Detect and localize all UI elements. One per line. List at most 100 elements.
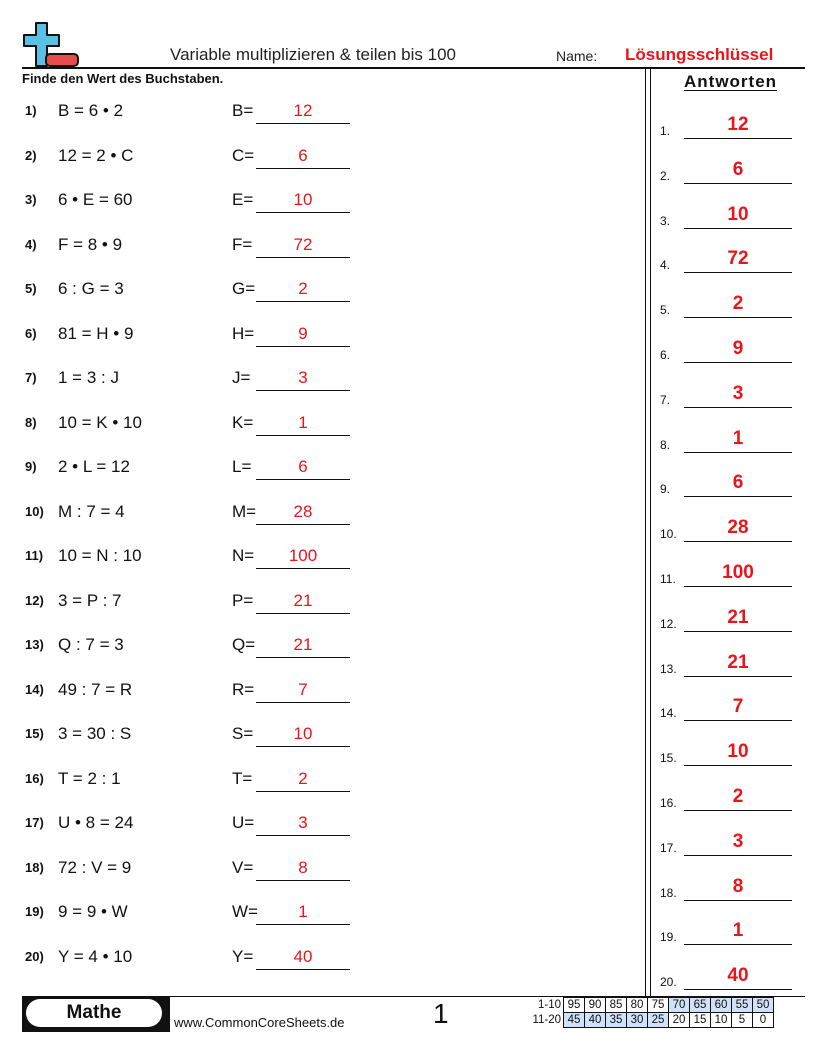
key-answer: 1 <box>732 427 744 449</box>
variable-label: F= <box>232 234 253 254</box>
answer-line <box>256 657 350 658</box>
score-cell: 45 <box>563 1012 585 1028</box>
key-answer: 10 <box>727 203 749 225</box>
answer-value: 2 <box>298 279 308 298</box>
key-answer: 21 <box>727 651 749 673</box>
answers-heading: Antworten <box>684 72 778 91</box>
key-row: 20. 40 <box>652 965 812 1005</box>
problem-equation: 1 = 3 : J <box>58 368 119 387</box>
header-rule <box>22 67 805 69</box>
answer-value: 9 <box>298 323 308 343</box>
answer-value: 2 <box>298 768 308 788</box>
key-row: 6. 9 <box>652 338 812 378</box>
key-line <box>684 810 792 811</box>
key-answer: 2 <box>732 293 744 315</box>
problem-equation: 3 = 30 : S <box>58 724 132 743</box>
key-line <box>684 272 792 274</box>
key-row: 14. 7 <box>652 696 812 736</box>
key-number: 3. <box>660 213 671 228</box>
answer-line <box>256 568 350 569</box>
answer-line <box>256 523 350 525</box>
problem-row: 2) 12 = 2 • C C= 6 <box>0 146 640 186</box>
score-cell: 35 <box>605 1012 627 1028</box>
worksheet-title: Variable multiplizieren & teilen bis 100 <box>170 45 457 64</box>
problem-equation: 9 = 9 • W <box>58 902 128 921</box>
key-row: 5. 2 <box>652 293 812 333</box>
key-answer: 12 <box>727 114 749 135</box>
problem-row: 8) 10 = K • 10 K= 1 <box>0 413 640 453</box>
key-row: 13. 21 <box>652 652 812 692</box>
answer-value: 28 <box>293 501 313 521</box>
problem-row: 1) B = 6 • 2 B= 12 <box>0 101 640 141</box>
key-row: 19. 1 <box>652 920 812 960</box>
instructions: Finde den Wert des Buchstaben. <box>22 71 224 86</box>
problem-row: 10) M : 7 = 4 M= 28 <box>0 502 640 542</box>
key-answer: 72 <box>727 248 749 270</box>
key-line <box>684 362 792 363</box>
key-row: 10. 28 <box>652 517 812 557</box>
answer-line <box>256 212 350 213</box>
key-answer: 100 <box>722 562 754 583</box>
problem-number: 1) <box>25 103 37 118</box>
answer-line <box>256 479 350 480</box>
problem-equation: 81 = H • 9 <box>58 323 134 343</box>
answer-line <box>256 701 350 703</box>
problem-number: 14) <box>25 681 44 697</box>
problem-row: 7) 1 = 3 : J J= 3 <box>0 368 640 408</box>
key-row: 9. 6 <box>652 472 812 512</box>
variable-label: V= <box>232 857 254 877</box>
variable-label: N= <box>232 546 255 565</box>
score-row-label: 11-20 <box>532 1014 561 1026</box>
subject-label: Mathe <box>26 999 162 1027</box>
problem-row: 16) T = 2 : 1 T= 2 <box>0 769 640 809</box>
score-cell: 95 <box>563 997 585 1013</box>
variable-label: R= <box>232 679 255 699</box>
score-cell: 40 <box>584 1012 606 1028</box>
problem-row: 18) 72 : V = 9 V= 8 <box>0 858 640 898</box>
score-cell: 85 <box>605 997 627 1013</box>
key-line <box>684 541 792 543</box>
problem-number: 4) <box>25 236 37 252</box>
answer-line <box>256 301 350 302</box>
plus-minus-logo-icon <box>23 22 79 67</box>
key-number: 18. <box>660 885 677 900</box>
problem-row: 15) 3 = 30 : S S= 10 <box>0 724 640 764</box>
problem-number: 13) <box>25 637 44 652</box>
variable-label: K= <box>232 412 254 432</box>
key-line <box>684 227 792 229</box>
variable-label: W= <box>232 902 258 921</box>
key-row: 16. 2 <box>652 786 812 826</box>
score-cell: 65 <box>689 997 711 1013</box>
score-cell: 25 <box>647 1012 669 1028</box>
score-cell: 70 <box>668 997 690 1013</box>
key-number: 15. <box>660 751 677 766</box>
problem-number: 2) <box>25 147 37 163</box>
key-number: 7. <box>660 392 671 407</box>
problem-equation: T = 2 : 1 <box>58 768 121 788</box>
answer-line <box>256 612 350 614</box>
key-number: 9. <box>660 482 671 497</box>
page-number: 1 <box>433 998 449 1029</box>
answer-line <box>256 746 350 747</box>
key-line <box>684 944 792 946</box>
problem-row: 6) 81 = H • 9 H= 9 <box>0 324 640 364</box>
key-line <box>684 317 792 319</box>
answer-line <box>256 968 350 970</box>
key-line <box>684 720 792 722</box>
problem-number: 9) <box>25 459 37 474</box>
score-cell: 75 <box>647 997 669 1013</box>
key-number: 2. <box>660 168 671 183</box>
key-number: 6. <box>660 348 671 362</box>
problem-row: 4) F = 8 • 9 F= 72 <box>0 235 640 275</box>
key-row: 17. 3 <box>652 831 812 871</box>
problem-row: 14) 49 : 7 = R R= 7 <box>0 680 640 720</box>
site-url[interactable]: www.CommonCoreSheets.de <box>174 1015 345 1030</box>
key-number: 16. <box>660 796 677 810</box>
variable-label: G= <box>232 279 256 298</box>
answer-value: 10 <box>293 724 313 743</box>
problem-equation: B = 6 • 2 <box>58 101 124 120</box>
name-value: Lösungsschlüssel <box>625 45 774 64</box>
answer-value: 21 <box>293 635 313 654</box>
column-divider <box>645 69 646 996</box>
score-cell: 55 <box>731 997 753 1013</box>
